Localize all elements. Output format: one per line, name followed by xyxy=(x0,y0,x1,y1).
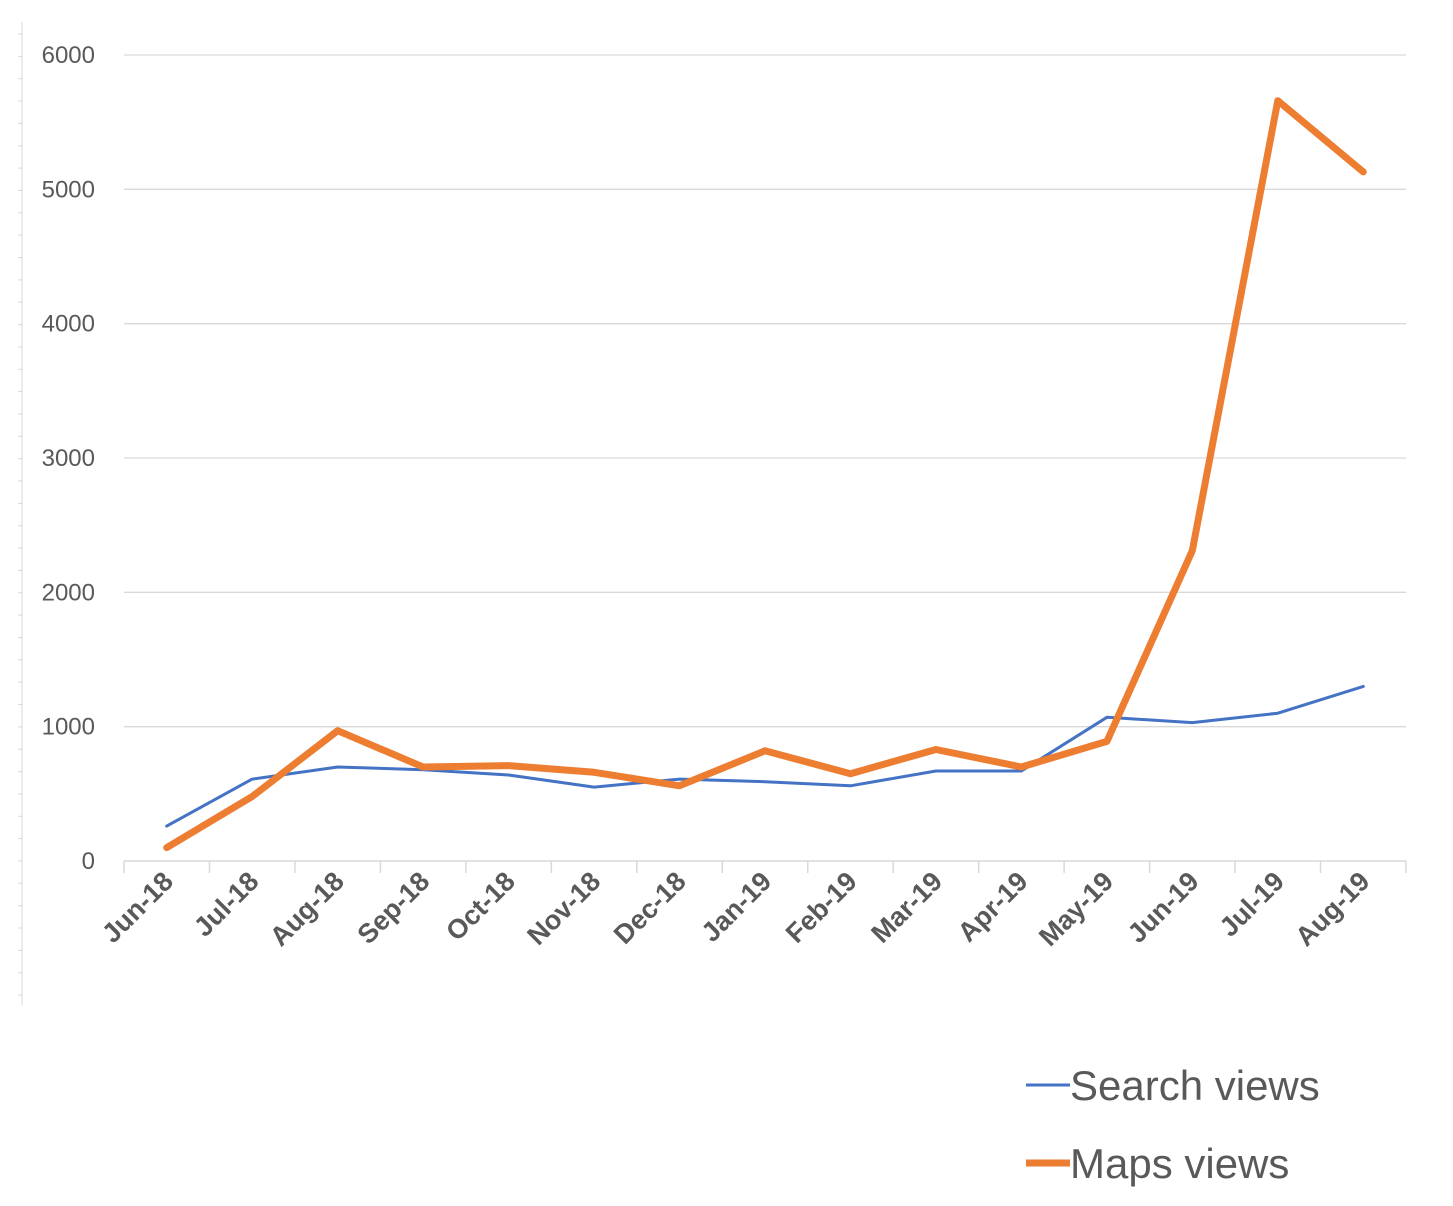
x-tick-label: Jun-18 xyxy=(96,866,179,949)
x-tick-label: Dec-18 xyxy=(608,866,692,950)
x-tick-label: Jun-19 xyxy=(1122,866,1205,949)
y-tick-label: 3000 xyxy=(42,445,95,472)
series-layer xyxy=(163,97,1367,852)
series-line-maps-views xyxy=(163,97,1367,852)
legend: Search views Maps views xyxy=(1026,1062,1320,1187)
x-tick-label: Mar-19 xyxy=(865,866,948,949)
legend-label-maps-views: Maps views xyxy=(1070,1140,1289,1187)
y-tick-label: 4000 xyxy=(42,311,95,338)
x-tick-label: Feb-19 xyxy=(780,866,863,949)
x-tick-label: Oct-18 xyxy=(440,866,521,947)
legend-label-search-views: Search views xyxy=(1070,1062,1320,1109)
x-tick-label: Jul-19 xyxy=(1214,866,1290,942)
y-tick-label: 2000 xyxy=(42,579,95,606)
y-tick-label: 0 xyxy=(82,848,95,875)
x-tick-label: Jan-19 xyxy=(696,866,778,948)
y-axis: 0 1000 2000 3000 4000 5000 6000 xyxy=(18,22,95,1005)
y-tick-label: 5000 xyxy=(42,176,95,203)
series-line-search-views xyxy=(165,684,1365,828)
x-tick-label: Sep-18 xyxy=(352,866,436,950)
x-tick-label: Jul-18 xyxy=(188,866,264,942)
x-tick-label: Aug-18 xyxy=(264,866,350,952)
x-tick-label: Aug-19 xyxy=(1290,866,1376,952)
x-axis: Jun-18 Jul-18 Aug-18 Sep-18 Oct-18 Nov-18 Dec-… xyxy=(96,860,1407,952)
y-tick-label: 1000 xyxy=(42,714,95,741)
gridlines xyxy=(124,54,1406,728)
x-tick-label: Apr-19 xyxy=(952,866,1034,948)
x-tick-label: May-19 xyxy=(1033,866,1119,952)
y-tick-label: 6000 xyxy=(42,42,95,69)
x-tick-label: Nov-18 xyxy=(521,866,606,951)
